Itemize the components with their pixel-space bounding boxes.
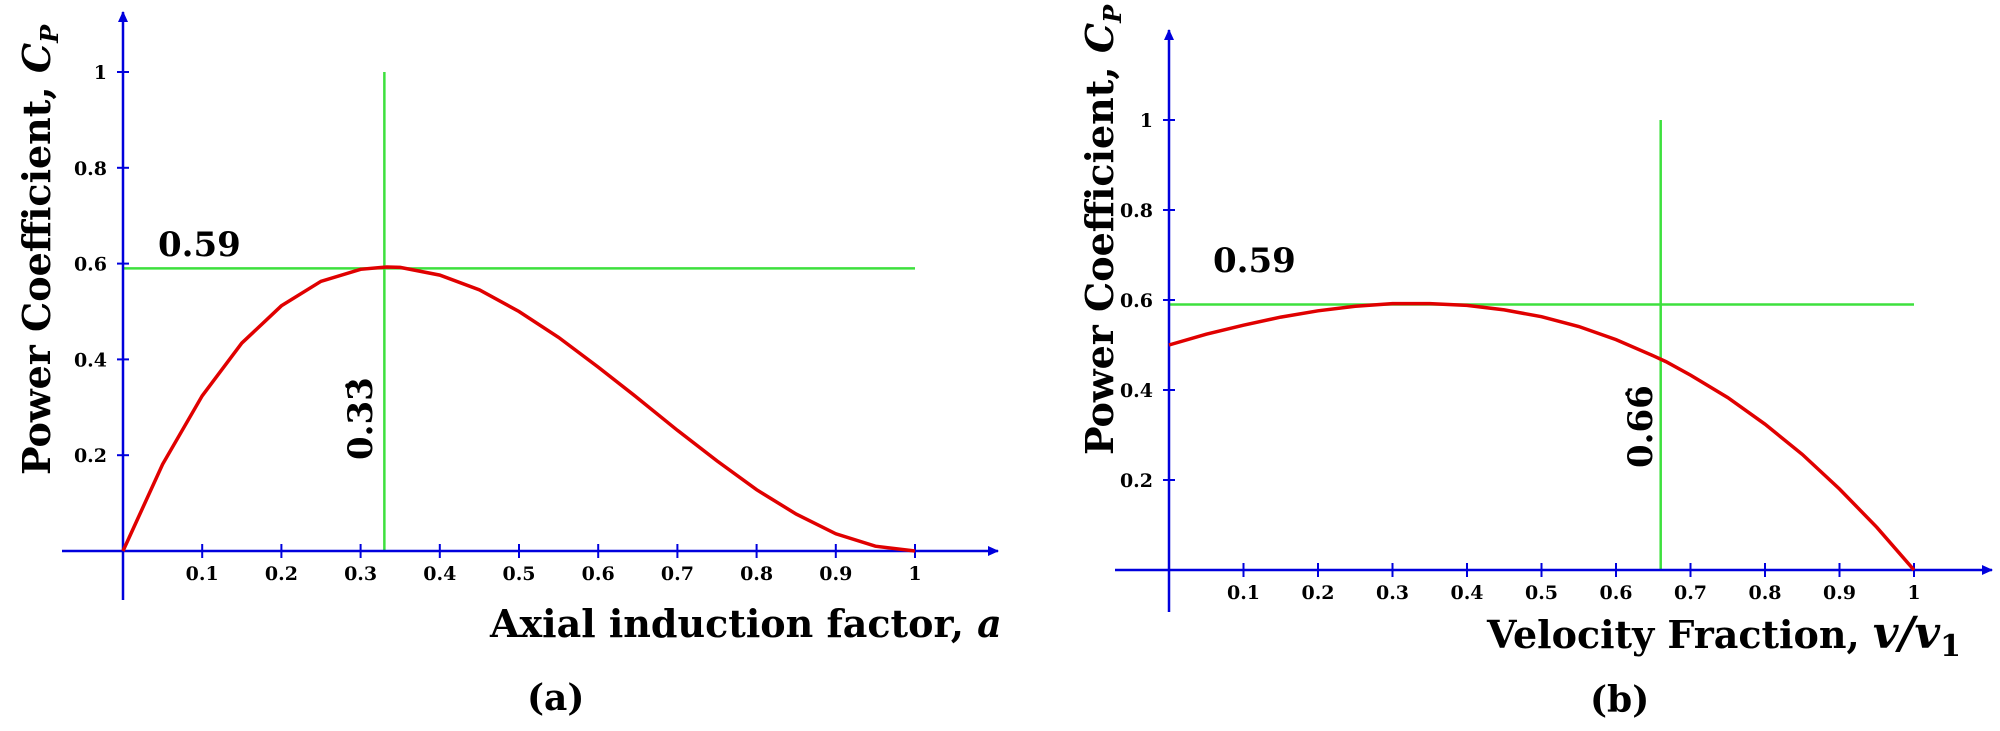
a-xtick-label: 0.1 bbox=[186, 563, 219, 585]
chart-b-xlabel-text: Velocity Fraction, bbox=[1486, 612, 1873, 657]
chart-a-panel-label: (a) bbox=[527, 677, 584, 719]
b-xtick-label: 0.5 bbox=[1525, 582, 1558, 604]
chart-a-xlabel-text: Axial induction factor, bbox=[489, 601, 977, 646]
b-xtick-label: 0.1 bbox=[1227, 582, 1260, 604]
b-xtick-label: 0.2 bbox=[1301, 582, 1334, 604]
a-ytick-label: 0.4 bbox=[74, 349, 107, 371]
a-ytick-label: 0.6 bbox=[74, 254, 107, 276]
a-ytick-label: 0.8 bbox=[74, 158, 107, 180]
a-xtick-label: 0.7 bbox=[661, 563, 694, 585]
a-xtick-label: 1 bbox=[908, 563, 921, 585]
chart-a-xlabel: Axial induction factor, a bbox=[489, 601, 1002, 646]
chart-a-axes bbox=[62, 11, 999, 600]
chart-a-ticks: 0.1 0.2 0.3 0.4 0.5 0.6 0.7 0.8 0.9 1 0.2 0.4 0.6 0.8… bbox=[74, 62, 922, 585]
a-ytick-label: 1 bbox=[94, 62, 107, 84]
chart-b-vline-label: 0.66̇ bbox=[1621, 385, 1661, 468]
chart-b-ylabel-sub: P bbox=[1098, 4, 1127, 24]
b-xtick-label: 0.4 bbox=[1450, 582, 1483, 604]
a-xtick-label: 0.3 bbox=[344, 563, 377, 585]
a-xtick-label: 0.8 bbox=[740, 563, 773, 585]
b-xtick-label: 0.6 bbox=[1599, 582, 1632, 604]
a-xtick-label: 0.6 bbox=[582, 563, 615, 585]
a-xtick-label: 0.2 bbox=[265, 563, 298, 585]
chart-b-ylabel: Power Coefficient, CP bbox=[1077, 4, 1127, 455]
chart-b-xlabel: Velocity Fraction, v/v1 bbox=[1486, 608, 1961, 664]
chart-b-ylabel-sym: C bbox=[1077, 23, 1122, 53]
b-ytick-label: 0.6 bbox=[1120, 290, 1153, 312]
chart-a-ylabel: Power Coefficient, CP bbox=[14, 24, 64, 475]
a-ytick-label: 0.2 bbox=[74, 445, 107, 467]
chart-a-ylabel-text: Power Coefficient, bbox=[14, 73, 59, 475]
chart-a-curve bbox=[121, 265, 916, 553]
b-xtick-label: 0.7 bbox=[1674, 582, 1707, 604]
a-xtick-label: 0.4 bbox=[423, 563, 456, 585]
b-xtick-label: 0.9 bbox=[1823, 582, 1856, 604]
b-ytick-label: 1 bbox=[1140, 110, 1153, 132]
chart-a-hline-label: 0.59 bbox=[158, 225, 241, 265]
b-ytick-label: 0.2 bbox=[1120, 470, 1153, 492]
chart-b-curve bbox=[1168, 301, 1916, 572]
chart-a-ylabel-sym: C bbox=[14, 43, 59, 73]
chart-b-hline-label: 0.59 bbox=[1213, 241, 1296, 281]
chart-b-ticks: 0.1 0.2 0.3 0.4 0.5 0.6 0.7 0.8 0.9 1 0.2 0.4 0.6 0.8… bbox=[1120, 110, 1921, 604]
a-xtick-label: 0.5 bbox=[502, 563, 535, 585]
chart-b-xlabel-sub: 1 bbox=[1940, 629, 1961, 664]
chart-b-ylabel-text: Power Coefficient, bbox=[1077, 53, 1122, 455]
chart-b-guides bbox=[1169, 120, 1914, 570]
chart-b-panel-label: (b) bbox=[1590, 679, 1649, 721]
chart-a-vline-label: 0.33̇ bbox=[341, 377, 381, 460]
b-ytick-label: 0.4 bbox=[1120, 380, 1153, 402]
chart-b: 0.1 0.2 0.3 0.4 0.5 0.6 0.7 0.8 0.9 1 0.2 0.4 0.6 0.8… bbox=[1077, 4, 1993, 721]
chart-a-ylabel-sub: P bbox=[35, 24, 64, 44]
chart-a: 0.1 0.2 0.3 0.4 0.5 0.6 0.7 0.8 0.9 1 0.2 0.4 0.6 0.8… bbox=[14, 11, 1002, 719]
chart-b-axes bbox=[1115, 29, 1993, 612]
a-xtick-label: 0.9 bbox=[819, 563, 852, 585]
b-xtick-label: 0.3 bbox=[1376, 582, 1409, 604]
chart-a-guides bbox=[123, 72, 915, 551]
b-ytick-label: 0.8 bbox=[1120, 200, 1153, 222]
chart-a-xlabel-var: a bbox=[977, 601, 1002, 646]
b-xtick-label: 1 bbox=[1907, 582, 1920, 604]
b-xtick-label: 0.8 bbox=[1748, 582, 1781, 604]
chart-b-xlabel-var: v/v bbox=[1873, 608, 1941, 659]
